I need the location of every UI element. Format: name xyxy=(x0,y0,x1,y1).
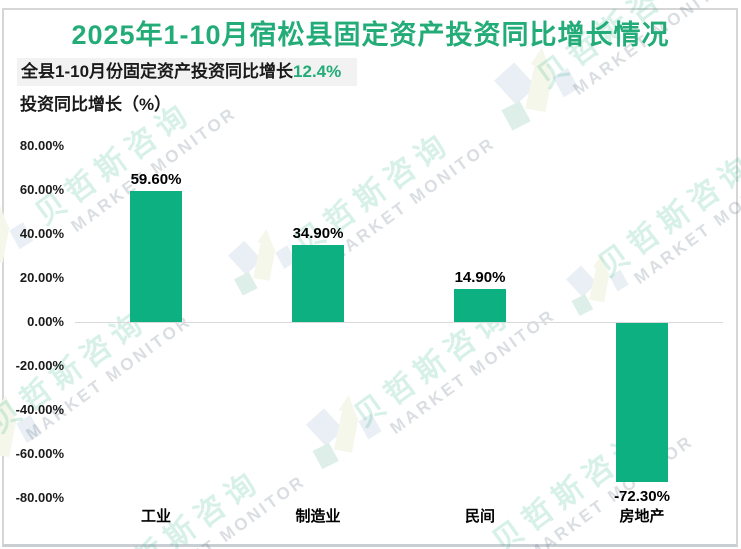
value-label: 59.60% xyxy=(130,170,182,188)
value-label: -72.30% xyxy=(614,488,670,506)
category-label: 民间 xyxy=(464,508,495,525)
y-tick-label: 40.00% xyxy=(19,226,64,241)
subtitle-text: 全县1-10月份固定资产投资同比增长 xyxy=(21,62,294,81)
subtitle: 全县1-10月份固定资产投资同比增长12.4% xyxy=(17,58,358,86)
y-tick-label: -20.00% xyxy=(15,358,64,373)
subtitle-highlight-value: 12.4% xyxy=(293,62,342,81)
bar-制造业 xyxy=(292,245,344,322)
bar-房地产 xyxy=(616,323,668,483)
y-tick-label: 0.00% xyxy=(27,314,64,329)
bar-民间 xyxy=(454,289,506,322)
chart-border xyxy=(2,8,738,547)
page-title: 2025年1-10月宿松县固定资产投资同比增长情况 xyxy=(71,20,670,50)
category-label: 工业 xyxy=(140,508,171,525)
y-tick-label: -80.00% xyxy=(15,490,64,505)
y-tick-label: 80.00% xyxy=(19,138,64,153)
y-tick-label: -40.00% xyxy=(15,402,64,417)
category-label: 房地产 xyxy=(619,508,665,525)
y-tick-label: 60.00% xyxy=(19,182,64,197)
y-axis-title: 投资同比增长（%） xyxy=(20,95,172,114)
bar-工业 xyxy=(130,190,182,322)
y-tick-label: 20.00% xyxy=(19,270,64,285)
value-label: 34.90% xyxy=(292,225,344,243)
y-tick-label: -60.00% xyxy=(15,446,64,461)
value-label: 14.90% xyxy=(454,269,506,287)
category-label: 制造业 xyxy=(295,508,341,525)
x-axis-line xyxy=(75,322,723,323)
